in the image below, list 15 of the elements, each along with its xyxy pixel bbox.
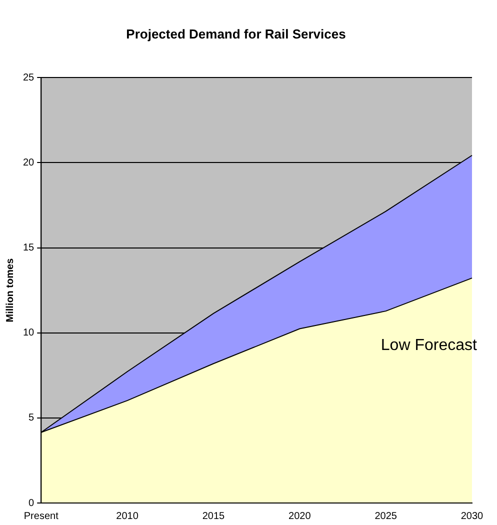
x-tick-label: Present <box>24 510 59 522</box>
y-tick-label: 25 <box>23 72 35 84</box>
y-tick-label: 15 <box>23 242 35 254</box>
y-tick-label: 10 <box>23 328 35 339</box>
chart-title: Projected Demand for Rail Services <box>126 26 346 42</box>
x-tick-label: 2010 <box>116 510 139 522</box>
series-label: Low Forecast <box>380 336 478 354</box>
y-tick-label: 5 <box>28 412 35 424</box>
x-tick-label: 2025 <box>374 510 398 522</box>
x-tick-label: 2030 <box>460 510 484 522</box>
x-tick-label: 2015 <box>202 510 226 522</box>
y-tick-label: 0 <box>28 498 35 509</box>
x-tick-label: 2020 <box>288 510 312 522</box>
y-tick-label: 20 <box>23 157 35 168</box>
y-axis-title: Million tomes <box>4 258 16 322</box>
